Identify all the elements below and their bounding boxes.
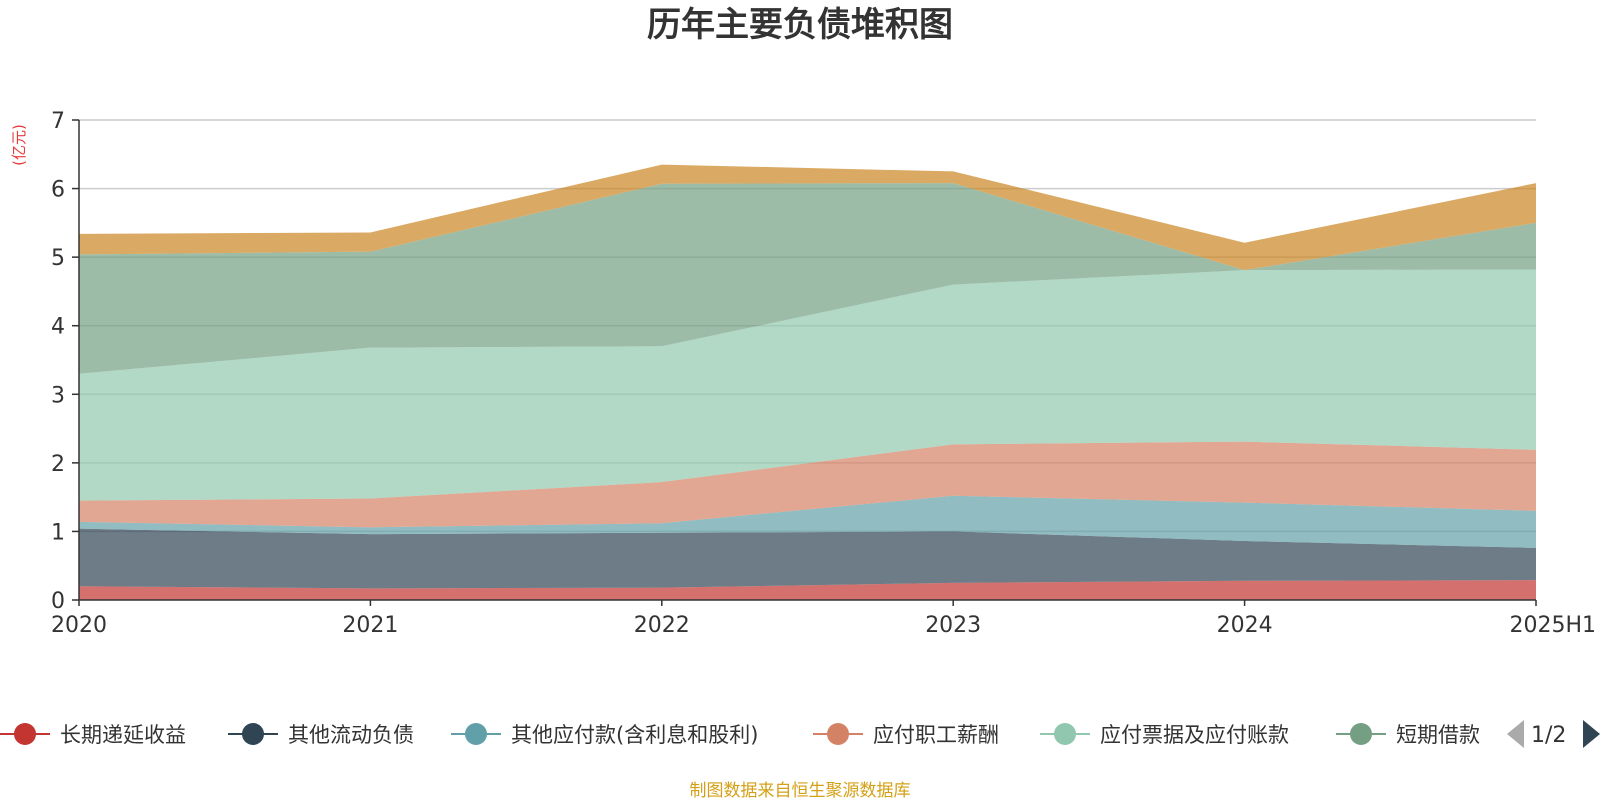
axes (78, 120, 1536, 601)
legend-item-5[interactable]: 应付票据及应付账款 (1040, 723, 1289, 747)
legend-prev-page-icon[interactable] (1507, 720, 1524, 748)
legend-item-2[interactable]: 其他流动负债 (228, 723, 414, 747)
legend-label: 长期递延收益 (60, 723, 186, 747)
source-note: 制图数据来自恒生聚源数据库 (690, 781, 911, 800)
x-tick-label: 2020 (51, 613, 107, 638)
area-series-7 (79, 164, 1536, 271)
area-series-6 (79, 183, 1536, 374)
legend-circle-marker (1350, 723, 1372, 745)
legend: 长期递延收益 其他流动负债 其他应付款(含利息和股利) 应付职工薪酬 应付票据及应付账款… (0, 723, 1480, 747)
legend-circle-marker (242, 723, 264, 745)
area-series-group (79, 164, 1536, 600)
legend-circle-marker (465, 723, 487, 745)
legend-label: 其他应付款(含利息和股利) (511, 723, 758, 747)
legend-items: 长期递延收益 其他流动负债 其他应付款(含利息和股利) 应付职工薪酬 应付票据及应付账款… (0, 723, 1480, 747)
legend-item-1[interactable]: 长期递延收益 (0, 723, 186, 747)
chart-title: 历年主要负债堆积图 (647, 5, 953, 45)
y-tick-label: 4 (51, 315, 65, 340)
y-axis-unit: (亿元) (10, 124, 28, 166)
area-series-5 (79, 269, 1536, 501)
x-tick-labels: 2020 2021 2022 2023 2024 2025H1 (51, 600, 1596, 638)
y-tick-label: 3 (51, 383, 65, 408)
legend-label: 短期借款 (1396, 723, 1480, 747)
legend-pager: 1/2 (1507, 720, 1600, 748)
legend-item-6[interactable]: 短期借款 (1336, 723, 1480, 747)
area-series-1 (79, 580, 1536, 600)
legend-page-indicator: 1/2 (1531, 723, 1566, 748)
y-tick-label: 5 (51, 246, 65, 271)
x-tick-label: 2025H1 (1509, 613, 1596, 638)
y-tick-label: 6 (51, 178, 65, 203)
legend-label: 应付票据及应付账款 (1100, 723, 1289, 747)
y-tick-label: 7 (51, 109, 65, 134)
y-tick-label: 0 (51, 589, 65, 614)
area-series-3 (79, 495, 1536, 548)
y-tick-labels: 0 1 2 3 4 5 6 7 (51, 109, 79, 614)
x-tick-label: 2023 (925, 613, 981, 638)
y-tick-label: 2 (51, 452, 65, 477)
x-tick-label: 2022 (634, 613, 690, 638)
legend-circle-marker (14, 723, 36, 745)
legend-circle-marker (1054, 723, 1076, 745)
x-tick-label: 2024 (1217, 613, 1273, 638)
legend-circle-marker (827, 723, 849, 745)
legend-label: 其他流动负债 (288, 723, 414, 747)
legend-next-page-icon[interactable] (1583, 720, 1600, 748)
legend-item-4[interactable]: 应付职工薪酬 (813, 723, 999, 747)
area-series-4 (79, 441, 1536, 528)
area-series-2 (79, 528, 1536, 589)
legend-label: 应付职工薪酬 (873, 723, 999, 747)
y-tick-label: 1 (51, 520, 65, 545)
x-tick-label: 2021 (342, 613, 398, 638)
legend-item-3[interactable]: 其他应付款(含利息和股利) (451, 723, 758, 747)
